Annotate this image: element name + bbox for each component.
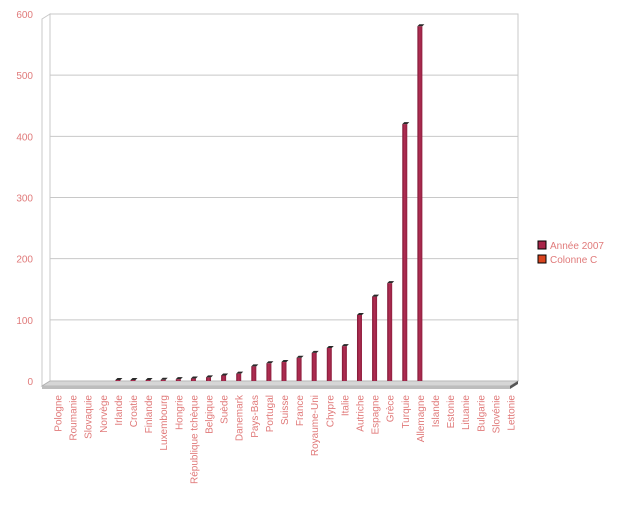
bar-top: [145, 378, 153, 380]
x-tick-label: Suisse: [280, 395, 291, 425]
y-axis-ticks: 0 100 200 300 400 500 600: [16, 10, 33, 388]
bar-top: [251, 364, 259, 367]
x-tick-label: Pays-Bas: [250, 395, 261, 438]
x-tick-label: Turquie: [401, 395, 412, 429]
bar-top: [221, 373, 229, 376]
bar: [356, 314, 362, 381]
bar-top: [372, 294, 380, 297]
bar-top: [402, 122, 410, 125]
y-tick-label: 400: [16, 132, 33, 143]
bar: [402, 124, 408, 381]
bar-top: [175, 377, 183, 380]
bar-top: [311, 350, 319, 353]
x-tick-label: Lettonie: [506, 395, 517, 431]
bar: [115, 380, 121, 381]
bar: [387, 283, 393, 381]
y-tick-label: 200: [16, 255, 33, 266]
x-tick-label: Hongrie: [174, 395, 185, 430]
bar-top: [387, 281, 395, 284]
x-tick-label: Slovaquie: [84, 395, 95, 439]
x-tick-label: Estonie: [446, 395, 457, 429]
x-tick-label: République tchèque: [189, 395, 200, 484]
x-tick-label: Royaume-Uni: [310, 395, 321, 456]
x-tick-label: Finlande: [144, 395, 155, 434]
y-tick-label: 100: [16, 316, 33, 327]
legend: Année 2007 Colonne C: [537, 240, 604, 266]
x-tick-label: Suède: [220, 395, 231, 424]
plot-side-wall: [41, 13, 51, 387]
legend-label: Colonne C: [550, 255, 597, 266]
x-tick-label: Irlande: [114, 395, 125, 426]
legend-swatch: [537, 240, 547, 250]
bar: [341, 346, 347, 381]
plot-floor-corner: [510, 381, 518, 389]
x-axis-ticks: Pologne Roumanie Slovaquie Norvège Irlande Cr…: [54, 394, 518, 484]
x-tick-label: Grèce: [386, 395, 397, 423]
x-tick-label: Croatie: [129, 395, 140, 428]
x-tick-label: Pologne: [54, 395, 65, 432]
x-tick-label: Allemagne: [416, 395, 427, 443]
y-tick-label: 500: [16, 71, 33, 82]
bar: [281, 362, 287, 381]
bar-top: [356, 312, 364, 315]
y-tick-label: 300: [16, 194, 33, 205]
x-tick-label: Roumanie: [69, 395, 80, 441]
plot-frame: [40, 13, 520, 389]
bars: [115, 24, 425, 381]
x-tick-label: Belgique: [205, 395, 216, 434]
x-tick-label: France: [295, 395, 306, 427]
bar: [190, 378, 196, 381]
bar: [296, 357, 302, 381]
plot-floor-edge: [42, 386, 510, 389]
bar-top: [417, 24, 425, 27]
bar: [236, 373, 242, 381]
legend-swatch: [537, 254, 547, 264]
x-tick-label: Slovénie: [491, 395, 502, 434]
gridlines: [50, 13, 518, 382]
bar: [326, 347, 332, 381]
bar-top: [326, 345, 334, 348]
x-tick-label: Portugal: [265, 395, 276, 432]
x-tick-label: Luxembourg: [159, 395, 170, 451]
bar: [266, 363, 272, 381]
bar: [311, 352, 317, 381]
bar-top: [296, 355, 304, 358]
x-tick-label: Bulgarie: [476, 395, 487, 432]
bar-top: [281, 360, 289, 363]
bar-top: [236, 371, 244, 374]
bar-top: [206, 375, 214, 378]
x-tick-label: Danemark: [235, 394, 246, 441]
bar: [372, 296, 378, 381]
bar: [145, 380, 151, 381]
plot-floor: [40, 380, 520, 387]
x-tick-label: Lituanie: [461, 395, 472, 430]
bar-top: [341, 344, 349, 347]
x-tick-label: Espagne: [371, 395, 382, 435]
legend-label: Année 2007: [550, 241, 604, 252]
x-tick-label: Italie: [340, 395, 351, 417]
bar: [175, 379, 181, 381]
bar: [130, 380, 136, 381]
y-tick-label: 600: [16, 10, 33, 21]
x-tick-label: Norvège: [99, 395, 110, 433]
bar-top: [115, 378, 123, 380]
bar: [206, 377, 212, 381]
bar: [160, 379, 166, 381]
bar-top: [130, 378, 138, 380]
bar-top: [266, 361, 274, 364]
x-tick-label: Autriche: [355, 395, 366, 432]
bar: [251, 366, 257, 381]
x-tick-label: Islande: [431, 395, 442, 428]
bar-top: [190, 376, 198, 379]
y-tick-label: 0: [27, 377, 33, 388]
bar-top: [160, 377, 168, 380]
x-tick-label: Chypre: [325, 395, 336, 428]
bar: [417, 26, 423, 381]
bar: [221, 375, 227, 381]
